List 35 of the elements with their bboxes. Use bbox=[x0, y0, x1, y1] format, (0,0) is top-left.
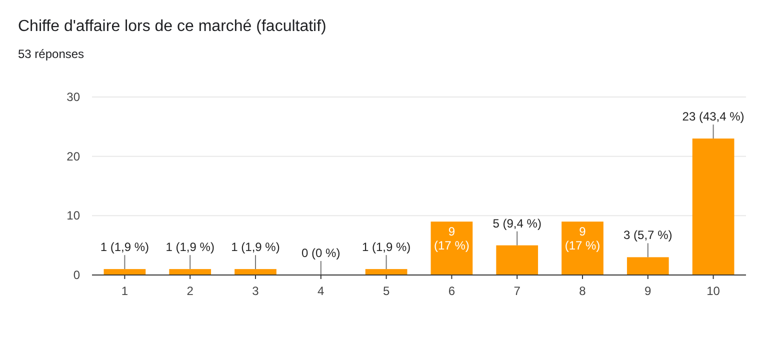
y-tick-label: 0 bbox=[73, 268, 80, 282]
data-label: 0 (0 %) bbox=[302, 246, 340, 260]
y-tick-label: 20 bbox=[66, 149, 80, 164]
bar bbox=[496, 245, 538, 275]
data-label: 1 (1,9 %) bbox=[362, 240, 411, 254]
data-label: 1 (1,9 %) bbox=[166, 240, 214, 254]
x-tick-label: 3 bbox=[252, 284, 260, 298]
data-label: 5 (9,4 %) bbox=[492, 216, 542, 230]
bar bbox=[365, 269, 408, 275]
chart-title: Chiffe d'affaire lors de ce marché (facultatif) bbox=[18, 18, 326, 35]
x-tick-label: 9 bbox=[644, 284, 652, 298]
x-tick-label: 2 bbox=[186, 284, 194, 298]
x-tick-label: 8 bbox=[579, 284, 586, 298]
x-tick-label: 5 bbox=[382, 284, 390, 298]
x-tick-label: 7 bbox=[514, 284, 521, 298]
bar bbox=[692, 138, 734, 275]
bar bbox=[430, 222, 473, 275]
data-label: 23 (43,4 %) bbox=[682, 110, 744, 124]
x-tick-label: 1 bbox=[121, 284, 128, 298]
chart-subtitle: 53 réponses bbox=[18, 47, 84, 61]
bar bbox=[169, 269, 212, 275]
bar bbox=[104, 269, 146, 275]
data-label: 9 (17 %) bbox=[434, 224, 470, 253]
y-tick-label: 30 bbox=[66, 90, 80, 104]
data-label: 3 (5,7 %) bbox=[624, 228, 672, 242]
data-label: 1 (1,9 %) bbox=[231, 240, 280, 254]
x-tick-label: 6 bbox=[448, 284, 456, 298]
bar bbox=[626, 257, 669, 275]
bar bbox=[562, 222, 604, 275]
y-tick-label: 10 bbox=[66, 208, 80, 223]
x-tick-label: 10 bbox=[706, 284, 720, 298]
data-label: 1 (1,9 %) bbox=[100, 240, 150, 254]
data-label: 9 (17 %) bbox=[564, 224, 600, 253]
x-tick-label: 4 bbox=[318, 284, 325, 298]
bar bbox=[234, 269, 276, 275]
